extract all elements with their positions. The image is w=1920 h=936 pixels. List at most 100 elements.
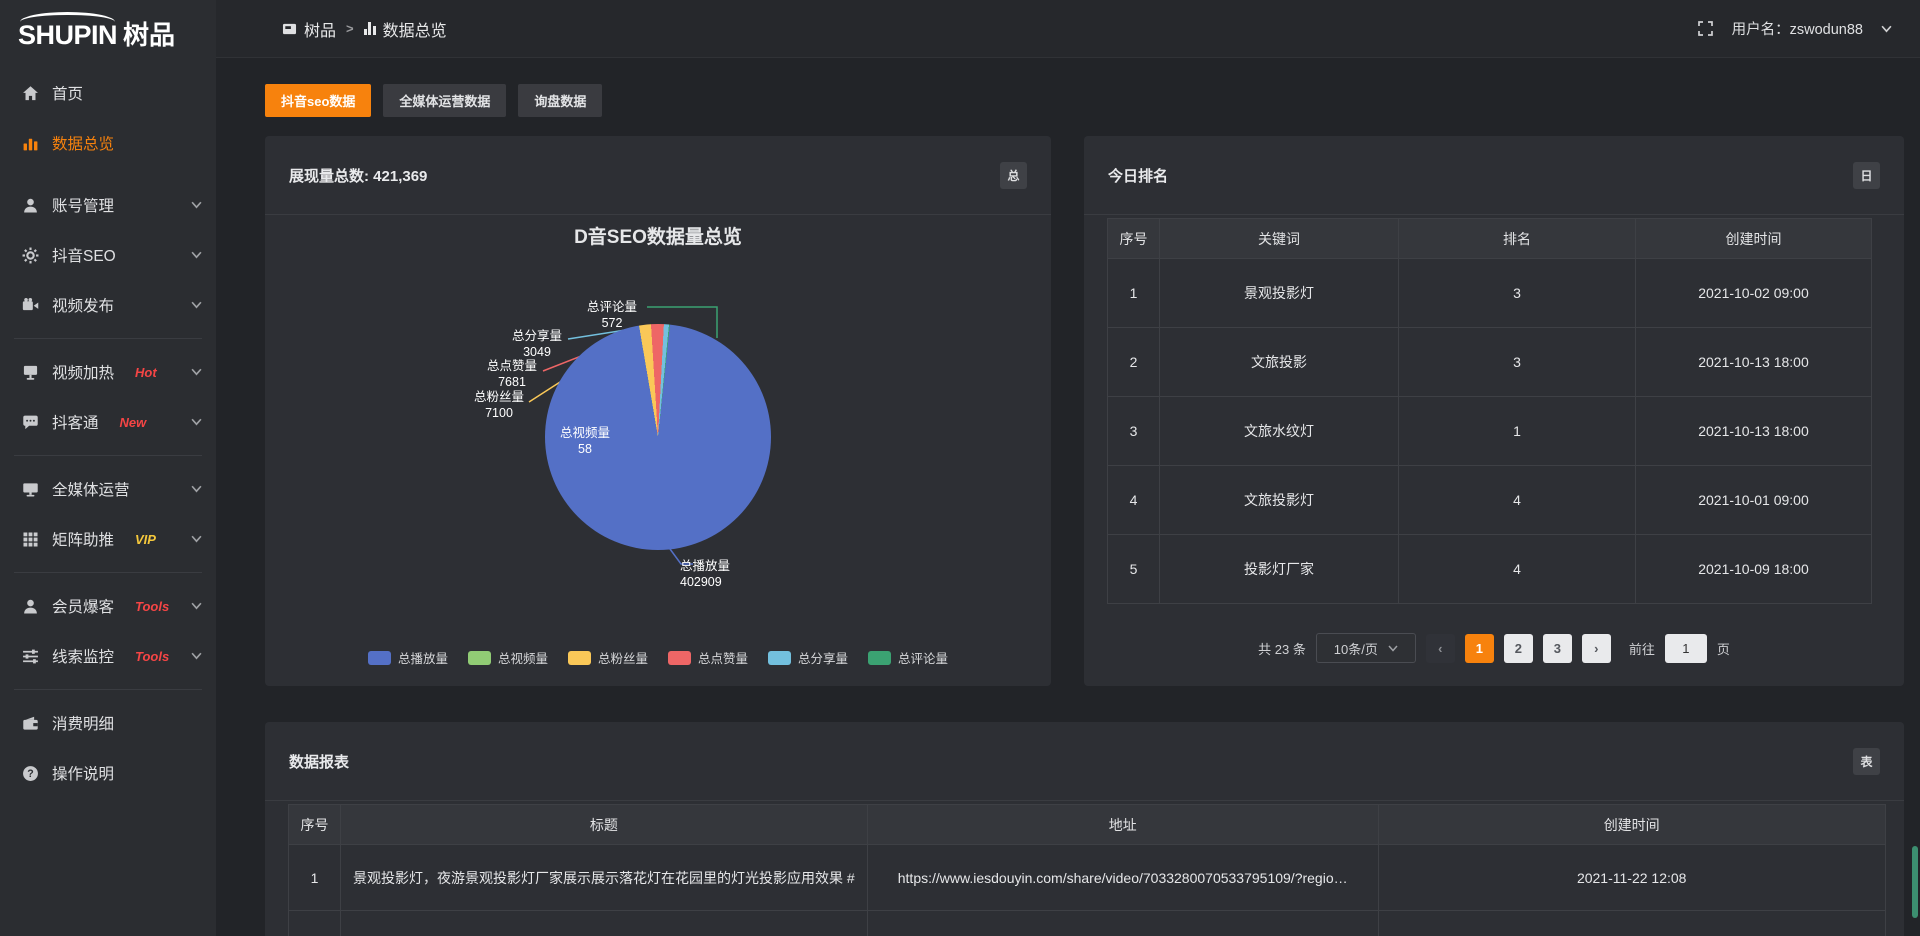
chevron-down-icon	[191, 368, 202, 376]
jump-page-input[interactable]	[1664, 633, 1707, 663]
sidebar-item-member-baoke[interactable]: 会员爆客 Tools	[0, 581, 216, 631]
col-index: 序号	[288, 804, 341, 845]
day-mode-button[interactable]: 日	[1853, 161, 1880, 189]
data-tabs: 抖音seo数据 全媒体运营数据 询盘数据	[265, 84, 603, 117]
tab-inquiry-data[interactable]: 询盘数据	[518, 84, 603, 117]
col-created: 创建时间	[1635, 218, 1872, 259]
page-button-2[interactable]: 2	[1503, 633, 1533, 663]
sidebar-item-label: 抖音SEO	[52, 248, 116, 265]
cell-keyword: 文旅投影灯	[1159, 465, 1399, 535]
chevron-down-icon[interactable]	[1881, 25, 1892, 33]
sidebar-item-matrix-boost[interactable]: 矩阵助推 VIP	[0, 514, 216, 564]
pie-label-shares: 总分享量 3049	[511, 329, 562, 359]
page-size-select[interactable]: 10条/页	[1315, 633, 1416, 663]
impressions-total-label: 展现量总数: 421,369	[289, 167, 428, 185]
col-keyword: 关键词	[1159, 218, 1399, 259]
pie-chart[interactable]	[545, 324, 771, 550]
cell-rank: 4	[1398, 534, 1636, 604]
prev-page-button[interactable]: ‹	[1425, 633, 1455, 663]
topbar-right: 用户名：zswodun88	[1697, 18, 1892, 39]
chevron-down-icon	[191, 418, 202, 426]
sidebar-item-home[interactable]: 首页	[0, 68, 216, 118]
jump-label: 前往	[1628, 641, 1655, 657]
tools-badge: Tools	[135, 648, 170, 664]
sidebar-item-video-publish[interactable]: 视频发布	[0, 280, 216, 330]
sidebar-item-account[interactable]: 账号管理	[0, 180, 216, 230]
scrollbar-thumb[interactable]	[1912, 846, 1918, 918]
legend-item-shares[interactable]: 总分享量	[768, 648, 848, 667]
cell-index: 3	[1107, 396, 1160, 466]
sidebar-item-douyin-seo[interactable]: 抖音SEO	[0, 230, 216, 280]
next-page-button[interactable]: ›	[1581, 633, 1611, 663]
topbar: 树品 > 数据总览 用户名：zswodun88	[216, 0, 1920, 58]
tab-omnimedia-data[interactable]: 全媒体运营数据	[383, 84, 507, 117]
pie-label-videos: 总视频量 58	[559, 426, 610, 456]
pie-label-likes: 总点赞量 7681	[486, 359, 537, 389]
total-mode-button[interactable]: 总	[1000, 161, 1027, 189]
legend-swatch	[367, 650, 391, 665]
legend-item-likes[interactable]: 总点赞量	[668, 648, 748, 667]
page-button-3[interactable]: 3	[1542, 633, 1572, 663]
chevron-down-icon	[191, 301, 202, 309]
col-created: 创建时间	[1377, 804, 1886, 845]
user-icon	[22, 598, 39, 615]
table-row[interactable]: 2 文旅投影 3 2021-10-13 18:00	[1107, 327, 1872, 397]
legend-item-fans[interactable]: 总粉丝量	[567, 648, 648, 667]
cell-created: 2021-10-13 18:00	[1635, 327, 1872, 397]
legend-item-plays[interactable]: 总播放量	[367, 648, 448, 667]
cell-rank: 3	[1398, 258, 1636, 328]
sidebar-item-label: 首页	[52, 86, 84, 103]
gear-icon	[22, 247, 39, 264]
cell-created: 2021-10-13 18:00	[1635, 396, 1872, 466]
sidebar-item-video-heat[interactable]: 视频加热 Hot	[0, 347, 216, 397]
sidebar-item-data-overview[interactable]: 数据总览	[0, 118, 216, 168]
monitor-icon	[22, 481, 39, 498]
fullscreen-icon[interactable]	[1697, 20, 1714, 37]
logo-suffix: 树品	[123, 20, 176, 50]
cell-url-link[interactable]: https://www.iesdouyin.com/share/video/70…	[866, 844, 1379, 911]
table-row[interactable]	[288, 910, 1886, 936]
chevron-down-icon	[191, 535, 202, 543]
tools-badge: Tools	[135, 598, 170, 614]
sidebar-item-label: 消费明细	[52, 716, 115, 733]
col-rank: 排名	[1398, 218, 1636, 259]
table-row[interactable]: 3 文旅水纹灯 1 2021-10-13 18:00	[1107, 396, 1872, 466]
sidebar-item-spending-detail[interactable]: 消费明细	[0, 698, 216, 748]
table-row[interactable]: 1 景观投影灯，夜游景观投影灯厂家展示展示落花灯在花园里的灯光投影应用效果 # …	[288, 844, 1886, 911]
sidebar-item-clue-monitor[interactable]: 线索监控 Tools	[0, 631, 216, 681]
legend-item-videos[interactable]: 总视频量	[467, 648, 548, 667]
page-button-1[interactable]: 1	[1464, 633, 1494, 663]
breadcrumb-home[interactable]: 树品	[282, 17, 336, 41]
bar-chart-icon	[363, 22, 376, 35]
question-circle-icon: ?	[22, 765, 39, 782]
table-mode-button[interactable]: 表	[1853, 747, 1880, 775]
cell-index: 5	[1107, 534, 1160, 604]
home-icon	[22, 85, 39, 102]
table-row[interactable]: 5 投影灯厂家 4 2021-10-09 18:00	[1107, 534, 1872, 604]
grid-icon	[22, 531, 39, 548]
cell-url-link	[866, 910, 1379, 936]
chevron-down-icon	[1388, 645, 1398, 652]
pie-label-comments: 总评论量 572	[586, 300, 637, 330]
pie-label-fans: 总粉丝量 7100	[473, 390, 524, 420]
cell-index: 1	[288, 844, 341, 911]
sidebar-item-douketong[interactable]: 抖客通 New	[0, 397, 216, 447]
table-row[interactable]: 4 文旅投影灯 4 2021-10-01 09:00	[1107, 465, 1872, 535]
tab-douyin-seo-data[interactable]: 抖音seo数据	[265, 84, 372, 117]
cell-keyword: 文旅水纹灯	[1159, 396, 1399, 466]
sidebar-item-label: 线索监控	[52, 649, 115, 666]
legend-item-comments[interactable]: 总评论量	[868, 648, 948, 667]
sidebar-divider	[14, 338, 202, 339]
table-row[interactable]: 1 景观投影灯 3 2021-10-02 09:00	[1107, 258, 1872, 328]
sidebar-item-omnimedia[interactable]: 全媒体运营	[0, 464, 216, 514]
report-panel-header: 数据报表 表	[265, 722, 1904, 801]
sidebar-item-label: 数据总览	[52, 136, 115, 153]
username-label[interactable]: 用户名：zswodun88	[1731, 22, 1863, 38]
sidebar-item-help[interactable]: ? 操作说明	[0, 748, 216, 798]
pie-chart-area: D音SEO数据量总览 总评论量 572 总分享量 3049 总点赞量 7681 …	[265, 215, 1051, 685]
breadcrumb-current[interactable]: 数据总览	[363, 17, 447, 41]
sidebar-item-label: 账号管理	[52, 198, 115, 215]
ranking-panel: 今日排名 日 序号 关键词 排名 创建时间 1 景观投影灯 3 2021-10-…	[1084, 136, 1904, 686]
pagination-total: 共 23 条	[1258, 641, 1306, 657]
report-table: 序号 标题 地址 创建时间 1 景观投影灯，夜游景观投影灯厂家展示展示落花灯在花…	[288, 804, 1886, 936]
